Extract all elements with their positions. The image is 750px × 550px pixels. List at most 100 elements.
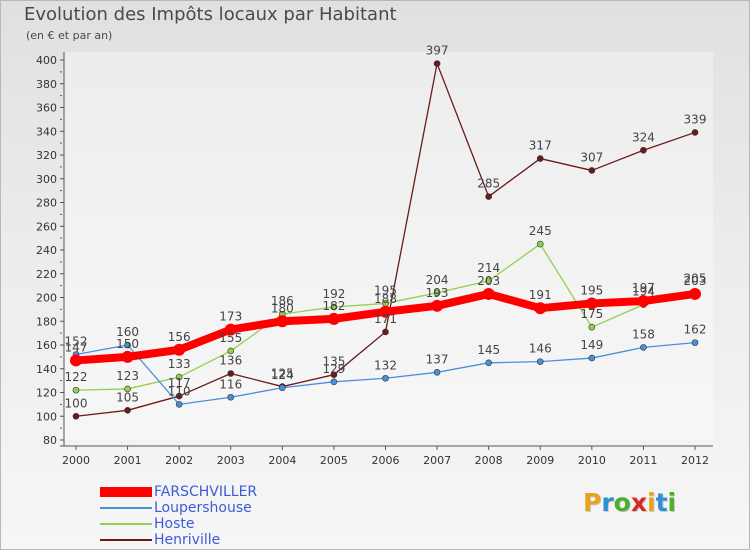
x-tick-label: 2007 [423,454,451,467]
y-tick-label: 260 [36,220,57,233]
data-label: 203 [477,274,500,288]
data-label: 204 [426,273,449,287]
data-point [70,354,82,367]
data-point [536,358,544,365]
data-label: 194 [632,285,655,299]
logo-letter: P [583,488,602,517]
y-tick-label: 180 [36,315,57,328]
data-point [433,289,441,297]
data-label: 122 [65,370,88,384]
data-label: 155 [219,331,242,345]
x-tick-label: 2001 [114,454,142,467]
data-label: 195 [374,283,397,297]
y-tick-label: 160 [36,339,57,352]
data-label: 180 [271,301,294,315]
x-tick-label: 2012 [681,454,709,467]
data-point [330,303,338,311]
data-label: 160 [116,325,139,339]
data-point [227,393,235,401]
data-label: 125 [271,367,294,381]
legend-label: Loupershouse [154,500,252,516]
data-point [431,299,444,312]
data-label: 397 [426,44,449,58]
y-tick-label: 300 [36,173,57,186]
data-label: 195 [580,283,603,297]
data-point [124,407,131,414]
x-tick-label: 2002 [165,454,193,467]
logo-letter: o [613,488,631,517]
data-point [175,373,183,381]
data-point [433,369,441,376]
data-label: 324 [632,130,655,144]
data-point [124,341,131,349]
data-point [485,193,492,200]
data-point [382,328,389,336]
legend-label: Hoste [154,516,195,532]
data-label: 149 [580,338,603,352]
data-point [72,412,80,420]
data-point [485,359,492,367]
x-tick-label: 2003 [217,454,245,467]
data-label: 110 [168,384,191,398]
data-label: 145 [477,343,500,357]
data-point [379,305,392,318]
data-point [327,312,340,325]
data-label: 188 [374,292,397,306]
data-label: 182 [322,299,345,313]
x-tick-label: 2006 [372,454,400,467]
data-point [689,287,701,300]
data-point [121,350,134,363]
logo-letter: t [655,488,668,517]
data-label: 173 [219,310,242,324]
data-point [227,370,235,377]
x-tick-label: 2011 [629,454,657,467]
data-point [640,344,647,351]
legend-swatch [100,487,152,497]
data-label: 135 [322,355,345,369]
data-label: 123 [116,369,139,383]
data-label: 193 [426,286,449,300]
data-point [72,386,80,394]
y-tick-label: 240 [36,244,57,257]
y-tick-label: 120 [36,387,57,400]
data-point [330,378,338,386]
data-label: 100 [65,396,88,410]
x-tick-label: 2004 [268,454,296,467]
logo-letter: r [601,488,614,517]
data-label: 150 [116,337,139,351]
y-tick-label: 140 [36,363,57,376]
data-point [637,295,650,308]
data-label: 192 [322,287,345,301]
y-tick-label: 220 [36,268,57,281]
logo-letter: i [647,488,656,517]
data-label: 147 [65,340,88,354]
logo-letter: i [667,488,677,517]
y-tick-label: 380 [36,78,57,91]
data-point [585,297,598,310]
data-label: 133 [168,357,191,371]
data-label: 205 [684,272,707,286]
data-point [433,60,441,67]
y-tick-label: 80 [43,434,57,447]
data-label: 132 [374,358,397,372]
data-point [588,354,596,362]
data-point [330,371,338,378]
data-label: 214 [477,261,500,275]
data-label: 285 [477,177,500,191]
data-point [224,323,237,336]
data-label: 203 [684,274,707,288]
data-label: 245 [529,224,552,238]
data-point [482,287,495,300]
data-label: 162 [684,323,707,337]
y-tick-label: 320 [36,149,57,162]
data-label: 317 [529,139,552,153]
data-point [640,146,647,154]
plot-area [64,52,713,440]
y-tick-label: 400 [36,54,57,67]
data-label: 146 [529,342,552,356]
data-point [588,167,596,174]
data-point [691,129,699,136]
logo-letter: x [630,488,647,517]
